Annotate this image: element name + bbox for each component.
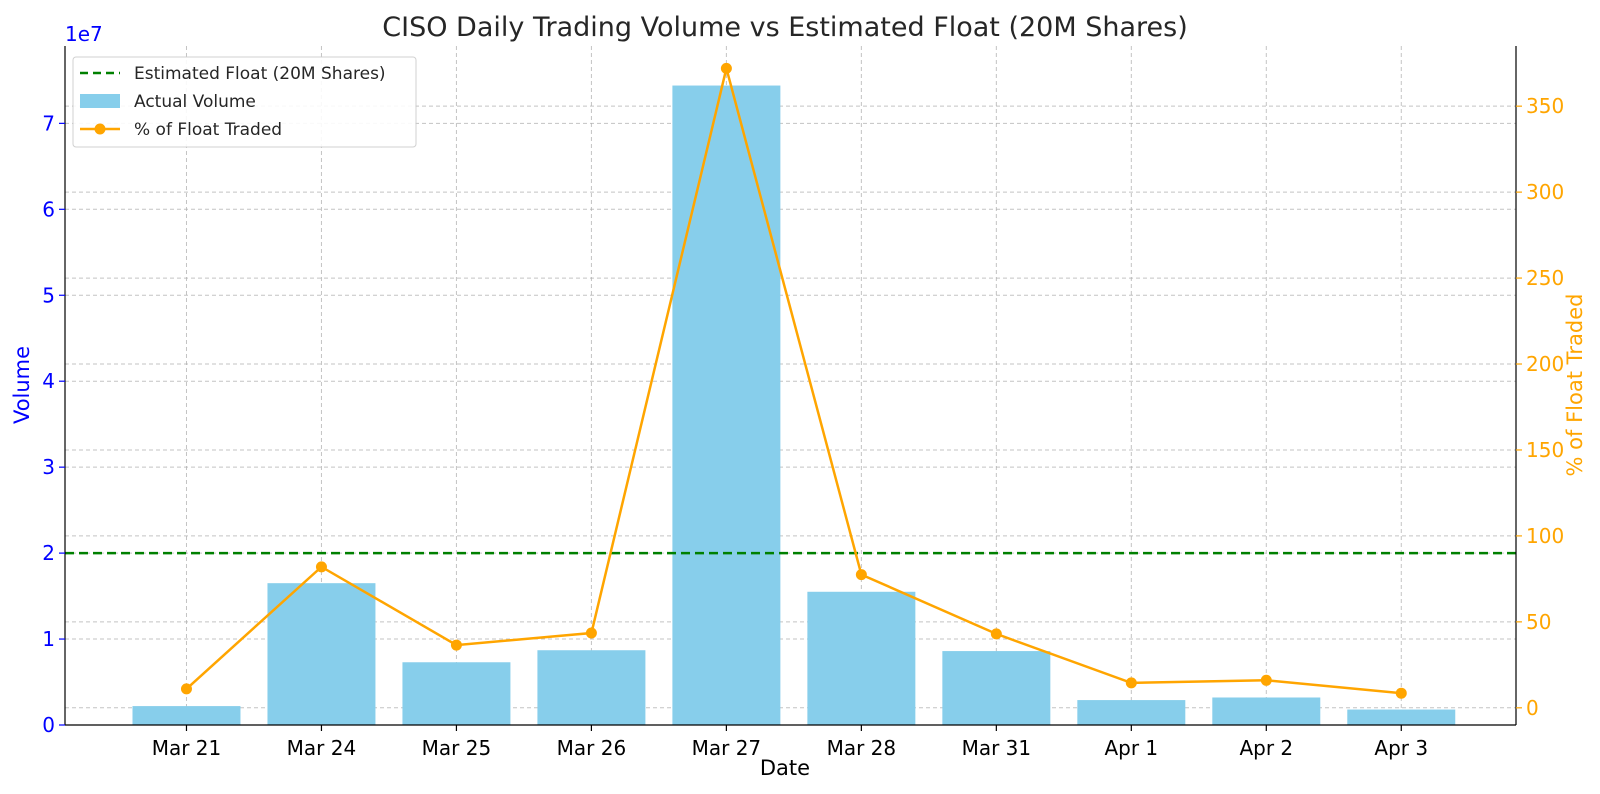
bar [1212, 697, 1321, 725]
y2-tick-label: 100 [1526, 524, 1564, 548]
line-series-layer [180, 62, 1407, 699]
data-point [180, 683, 192, 695]
y2-tick-label: 0 [1526, 696, 1539, 720]
bar [537, 650, 646, 725]
bar [132, 706, 241, 725]
bar [402, 662, 511, 725]
data-point [855, 569, 867, 581]
y2-tick-label: 150 [1526, 438, 1564, 462]
y2-axis-label: % of Float Traded [1563, 294, 1587, 477]
y-tick-label: 0 [42, 713, 55, 737]
y-tick-label: 1 [42, 627, 55, 651]
x-tick-label: Mar 27 [692, 736, 762, 760]
x-tick-label: Apr 2 [1239, 736, 1293, 760]
y-axis-label: Volume [10, 346, 34, 424]
x-tick-label: Mar 21 [152, 736, 222, 760]
bar [942, 651, 1051, 725]
y2-tick-label: 300 [1526, 180, 1564, 204]
x-axis-label: Date [760, 756, 810, 780]
legend-box [72, 56, 417, 148]
data-point [585, 627, 597, 639]
y-tick-label: 4 [42, 369, 55, 393]
bar [807, 591, 916, 725]
y2-tick-label: 50 [1526, 610, 1551, 634]
y-tick-label: 5 [42, 283, 55, 307]
bars-layer [132, 85, 1456, 726]
x-tick-label: Mar 28 [827, 736, 897, 760]
legend: Estimated Float (20M Shares) Actual Volum… [72, 56, 417, 148]
data-point [1260, 674, 1272, 686]
data-point [450, 639, 462, 651]
y2-tick-label: 200 [1526, 352, 1564, 376]
axes-layer: 0 1 2 3 4 5 6 7 0 50 100 150 200 250 300 350 Mar 21 Mar 2… [42, 46, 1564, 760]
y-tick-label: 3 [42, 455, 55, 479]
x-tick-label: Apr 1 [1104, 736, 1158, 760]
bar [1347, 709, 1456, 725]
x-tick-label: Mar 26 [557, 736, 627, 760]
x-tick-label: Mar 31 [962, 736, 1032, 760]
y-tick-label: 2 [42, 541, 55, 565]
legend-entry-pct: % of Float Traded [134, 120, 282, 140]
data-point [990, 628, 1002, 640]
bar [267, 583, 376, 725]
bar [1077, 700, 1186, 725]
legend-volume-swatch [80, 94, 120, 108]
y-tick-label: 7 [42, 111, 55, 135]
legend-entry-float: Estimated Float (20M Shares) [134, 64, 386, 84]
x-tick-label: Mar 24 [287, 736, 357, 760]
data-point [315, 561, 327, 573]
y-tick-label: 6 [42, 197, 55, 221]
y-offset-label: 1e7 [65, 22, 103, 46]
bar [672, 85, 781, 726]
series-line [185, 68, 1402, 695]
x-tick-label: Apr 3 [1374, 736, 1428, 760]
chart-title: CISO Daily Trading Volume vs Estimated F… [382, 12, 1188, 43]
data-point [1395, 687, 1407, 699]
y2-tick-label: 350 [1526, 94, 1564, 118]
data-point [720, 62, 732, 74]
legend-pct-marker [94, 123, 106, 135]
y2-tick-label: 250 [1526, 266, 1564, 290]
data-point [1125, 677, 1137, 689]
x-tick-label: Mar 25 [422, 736, 492, 760]
legend-entry-volume: Actual Volume [134, 92, 256, 112]
